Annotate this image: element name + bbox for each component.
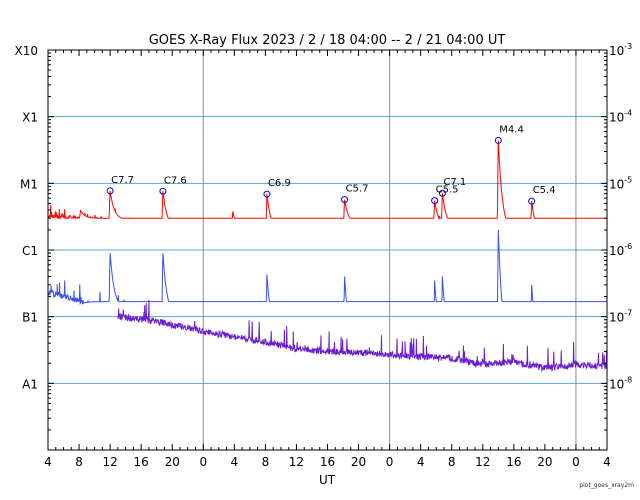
peak-marker	[106, 187, 114, 195]
y-class-label: M1	[20, 177, 38, 191]
y-right-label: 10-4	[609, 109, 632, 125]
x-tick-label: 20	[165, 455, 180, 469]
flare-label: C5.4	[533, 185, 556, 196]
x-tick-label: 0	[572, 455, 580, 469]
y-class-label: X10	[15, 44, 39, 58]
flux-series-line-1	[47, 229, 607, 306]
gridlines	[48, 50, 607, 450]
x-tick-label: 16	[134, 455, 149, 469]
peak-marker	[528, 197, 536, 205]
peak-markers: C7.7 C7.6 C6.9 C5.7 C5.5C7.1 M4.4 C5.4	[106, 124, 556, 205]
x-axis-label: UT	[319, 473, 336, 487]
peak-marker	[263, 190, 271, 198]
y-right-label: 10-3	[609, 42, 632, 58]
axes: X10 X1 M1 C1 B1 A1 10-3 10-4 10-5 10-6 10-7 10-8 4 8 1…	[15, 42, 633, 469]
x-tick-label: 8	[262, 455, 270, 469]
flare-label: C7.7	[111, 175, 134, 186]
x-tick-label: 12	[475, 455, 490, 469]
peak-marker	[494, 136, 502, 144]
x-tick-label: 20	[351, 455, 366, 469]
peak-marker	[341, 196, 349, 204]
flare-label: C7.6	[164, 175, 187, 186]
chart-title: GOES X-Ray Flux 2023 / 2 / 18 04:00 -- 2…	[149, 33, 506, 48]
y-right-label: 10-8	[609, 375, 632, 391]
flare-label: C5.5	[436, 185, 459, 196]
flare-label: C6.9	[268, 178, 291, 189]
y-class-label: B1	[22, 311, 38, 325]
plot-credit: plot_goes_xray2m	[579, 482, 634, 489]
x-tick-label: 4	[417, 455, 425, 469]
flux-series-line-2	[117, 299, 608, 373]
peak-marker	[159, 187, 167, 195]
x-tick-label: 16	[320, 455, 335, 469]
flare-label: C7.1	[443, 177, 466, 188]
x-tick-label: 0	[386, 455, 394, 469]
flare-label: M4.4	[499, 124, 524, 135]
y-class-label: A1	[22, 377, 38, 391]
y-class-label: X1	[22, 111, 38, 125]
x-tick-label: 12	[102, 455, 117, 469]
x-tick-label: 0	[199, 455, 207, 469]
x-tick-label: 12	[289, 455, 304, 469]
x-tick-label: 4	[44, 455, 52, 469]
x-tick-label: 20	[537, 455, 552, 469]
y-class-label: C1	[22, 244, 38, 258]
y-right-label: 10-5	[609, 175, 632, 191]
x-tick-label: 4	[603, 455, 611, 469]
x-tick-label: 8	[448, 455, 456, 469]
flux-series-line-0	[47, 140, 607, 221]
flare-label: C5.7	[346, 184, 369, 195]
peak-marker	[438, 189, 446, 197]
y-right-label: 10-7	[609, 309, 632, 325]
x-tick-label: 16	[506, 455, 521, 469]
series-layer	[47, 140, 608, 373]
x-tick-label: 4	[231, 455, 239, 469]
x-tick-label: 8	[75, 455, 83, 469]
y-right-label: 10-6	[609, 242, 632, 258]
peak-marker	[431, 197, 439, 205]
